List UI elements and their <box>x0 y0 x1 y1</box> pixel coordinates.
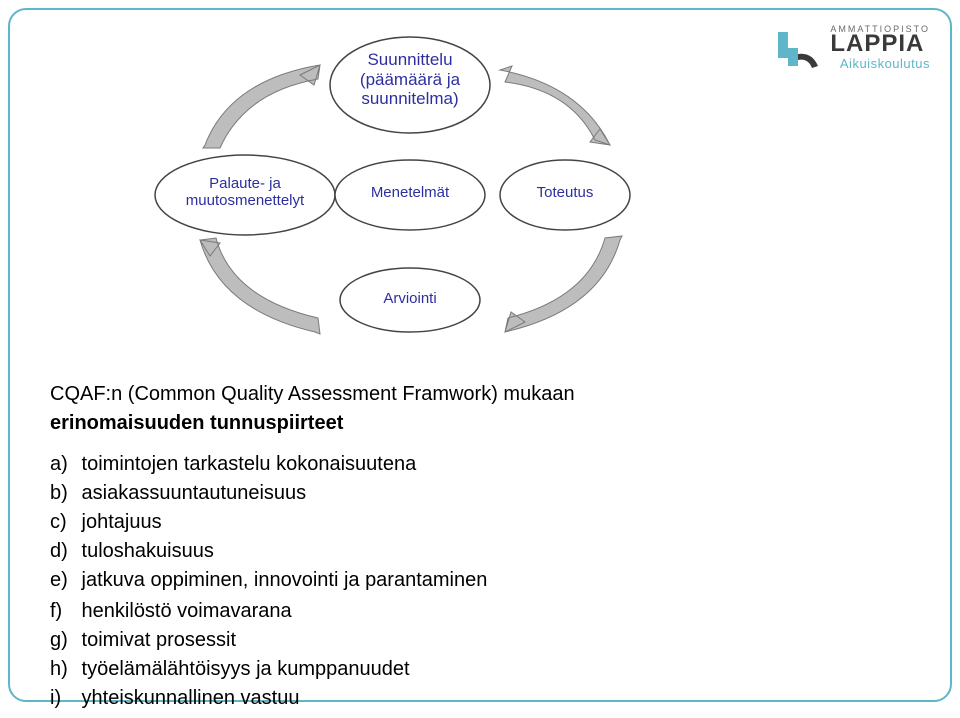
items-group2-item-2: h) työelämälähtöisyys ja kumppanuudet <box>50 655 870 684</box>
process-cycle-diagram: Suunnittelu(päämäärä jasuunnitelma)Palau… <box>150 30 670 350</box>
items-group2-item-1-text: toimivat prosessit <box>76 629 236 651</box>
body-title-line-2: erinomaisuuden tunnuspiirteet <box>50 409 870 438</box>
items-group1-item-1-prefix: b) <box>50 479 76 508</box>
items-group1-item-3-prefix: d) <box>50 537 76 566</box>
items-group1-item-2-text: johtajuus <box>76 511 162 533</box>
ellipse-bottom <box>340 268 480 332</box>
items-group1-item-4-text: jatkuva oppiminen, innovointi ja paranta… <box>76 569 487 591</box>
cycle-arrow-3 <box>203 65 320 148</box>
body-text: CQAF:n (Common Quality Assessment Framwo… <box>50 380 870 713</box>
items-group1-item-4-prefix: e) <box>50 566 76 595</box>
items-group2-item-1-prefix: g) <box>50 626 76 655</box>
ellipse-right <box>500 160 630 230</box>
items-group1-item-0-text: toimintojen tarkastelu kokonaisuutena <box>76 453 416 475</box>
body-title: CQAF:n (Common Quality Assessment Framwo… <box>50 380 870 438</box>
cycle-arrow-2 <box>200 238 320 334</box>
items-group2-item-0: f) henkilöstö voimavarana <box>50 597 870 626</box>
logo-line-2: LAPPIA <box>830 32 930 56</box>
items-group-1: a) toimintojen tarkastelu kokonaisuutena… <box>50 450 870 595</box>
items-group2-item-0-prefix: f) <box>50 597 76 626</box>
logo-line-3: Aikuiskoulutus <box>830 56 930 71</box>
body-title-line-1: CQAF:n (Common Quality Assessment Framwo… <box>50 380 870 409</box>
cycle-ellipses <box>155 37 630 332</box>
logo: AMMATTIOPISTO LAPPIA Aikuiskoulutus <box>772 24 930 74</box>
diagram-svg <box>150 30 670 350</box>
slide-frame: AMMATTIOPISTO LAPPIA Aikuiskoulutus Suun… <box>8 8 952 702</box>
items-group2-item-1: g) toimivat prosessit <box>50 626 870 655</box>
cycle-arrow-1 <box>505 236 622 332</box>
items-group1-item-0: a) toimintojen tarkastelu kokonaisuutena <box>50 450 870 479</box>
ellipse-left <box>155 155 335 235</box>
items-group2-item-3: i) yhteiskunnallinen vastuu <box>50 684 870 713</box>
items-group2-item-2-prefix: h) <box>50 655 76 684</box>
items-group1-item-2: c) johtajuus <box>50 508 870 537</box>
items-group1-item-1: b) asiakassuuntautuneisuus <box>50 479 870 508</box>
items-group2-item-0-text: henkilöstö voimavarana <box>76 600 292 622</box>
items-group1-item-3-text: tuloshakuisuus <box>76 540 214 562</box>
logo-mark-icon <box>772 24 822 74</box>
items-group2-item-3-text: yhteiskunnallinen vastuu <box>76 687 299 709</box>
items-group1-item-0-prefix: a) <box>50 450 76 479</box>
items-group1-item-3: d) tuloshakuisuus <box>50 537 870 566</box>
items-group2-item-3-prefix: i) <box>50 684 76 713</box>
logo-text: AMMATTIOPISTO LAPPIA Aikuiskoulutus <box>830 24 930 71</box>
items-group1-item-4: e) jatkuva oppiminen, innovointi ja para… <box>50 566 870 595</box>
ellipse-top <box>330 37 490 133</box>
items-group1-item-2-prefix: c) <box>50 508 76 537</box>
items-group-2: f) henkilöstö voimavaranag) toimivat pro… <box>50 597 870 713</box>
cycle-arrow-0 <box>500 66 610 145</box>
items-group2-item-2-text: työelämälähtöisyys ja kumppanuudet <box>76 658 410 680</box>
ellipse-center <box>335 160 485 230</box>
items-group1-item-1-text: asiakassuuntautuneisuus <box>76 482 306 504</box>
